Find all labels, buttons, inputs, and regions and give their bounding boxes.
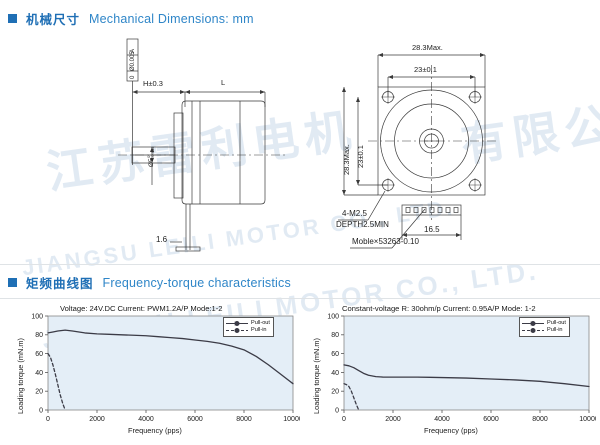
svg-text:0: 0 bbox=[46, 416, 50, 423]
section-title-cn-mechanical: 机械尺寸 bbox=[26, 13, 81, 27]
legend-label-pull-out: Pull-out bbox=[251, 320, 270, 326]
legend-line-solid bbox=[522, 321, 544, 326]
front-view-drawing: 28.3Max. 23±0.1 28.3Max. 23±0.1 4-M2.5 D… bbox=[330, 35, 595, 265]
chart-left-legend: Pull-out Pull-in bbox=[223, 317, 274, 337]
dim-bolt-vertical: 23±0.1 bbox=[356, 145, 365, 168]
note-connector-model: Moble×53263-0.10 bbox=[352, 237, 419, 246]
chart-left-ylabel: Loading torque (mN.m) bbox=[16, 338, 25, 414]
section-header-mechanical: 机械尺寸 Mechanical Dimensions: mm bbox=[8, 9, 254, 28]
svg-text:60: 60 bbox=[35, 351, 43, 358]
dim-connector-width: 16.5 bbox=[424, 225, 440, 234]
svg-text:6000: 6000 bbox=[187, 416, 203, 423]
note-thread-depth: DEPTH2.5MIN bbox=[336, 220, 389, 229]
section-title-en-mechanical: Mechanical Dimensions: mm bbox=[89, 11, 254, 26]
dim-h: H±0.3 bbox=[143, 79, 163, 88]
svg-text:4000: 4000 bbox=[434, 416, 450, 423]
chart-right-xlabel: Frequency (pps) bbox=[424, 426, 478, 435]
dim-flat-16: 1.6 bbox=[156, 235, 168, 244]
svg-text:6000: 6000 bbox=[483, 416, 499, 423]
chart-right-legend: Pull-out Pull-in bbox=[519, 317, 570, 337]
svg-text:60: 60 bbox=[331, 351, 339, 358]
bullet-icon-mechanical bbox=[8, 14, 17, 23]
svg-text:10000: 10000 bbox=[283, 416, 300, 423]
chart-left-xlabel: Frequency (pps) bbox=[128, 426, 182, 435]
svg-text:2000: 2000 bbox=[89, 416, 105, 423]
chart-left-title: Voltage: 24V.DC Current: PWM1.2A/P Mode:… bbox=[60, 304, 223, 313]
legend-row-pull-in: Pull-in bbox=[522, 327, 566, 334]
svg-text:8000: 8000 bbox=[532, 416, 548, 423]
section-header-frequency: 矩频曲线图 Frequency-torque characteristics bbox=[8, 273, 291, 292]
svg-text:40: 40 bbox=[331, 370, 339, 377]
tolerance-symbol: 0 bbox=[130, 75, 136, 79]
dim-bolt-horizontal: 23±0.1 bbox=[414, 65, 437, 74]
side-view-svg bbox=[118, 38, 285, 252]
chart-right-ylabel: Loading torque (mN.m) bbox=[312, 338, 321, 414]
legend-label-pull-in: Pull-in bbox=[251, 327, 267, 333]
legend-row-pull-out: Pull-out bbox=[226, 320, 270, 327]
svg-text:2000: 2000 bbox=[385, 416, 401, 423]
svg-text:4000: 4000 bbox=[138, 416, 154, 423]
front-view-svg bbox=[338, 53, 498, 249]
dim-outer-vertical: 28.3Max. bbox=[342, 144, 351, 175]
bullet-icon-frequency bbox=[8, 278, 17, 287]
chart-right: Constant-voltage R: 30ohm/p Current: 0.9… bbox=[304, 302, 599, 440]
chart-right-title: Constant-voltage R: 30ohm/p Current: 0.9… bbox=[342, 304, 536, 313]
svg-text:100: 100 bbox=[327, 313, 339, 320]
svg-text:0: 0 bbox=[39, 407, 43, 414]
svg-text:80: 80 bbox=[35, 332, 43, 339]
svg-text:20: 20 bbox=[331, 389, 339, 396]
svg-text:0: 0 bbox=[342, 416, 346, 423]
tolerance-value: Ø0.005 bbox=[130, 51, 136, 71]
dim-outer-horizontal: 28.3Max. bbox=[412, 43, 443, 52]
chart-left: Voltage: 24V.DC Current: PWM1.2A/P Mode:… bbox=[8, 302, 303, 440]
section-divider-bottom bbox=[0, 298, 600, 299]
shaft-diameter-label: Ø5 0 -0.012 bbox=[146, 146, 155, 167]
shaft-tol-lower: -0.012 bbox=[150, 146, 155, 158]
svg-text:80: 80 bbox=[331, 332, 339, 339]
svg-text:40: 40 bbox=[35, 370, 43, 377]
section-title-cn-frequency: 矩频曲线图 bbox=[26, 277, 94, 291]
legend-row-pull-in: Pull-in bbox=[226, 327, 270, 334]
legend-row-pull-out: Pull-out bbox=[522, 320, 566, 327]
legend-label-pull-in: Pull-in bbox=[547, 327, 563, 333]
note-thread-spec: 4-M2.5 bbox=[342, 209, 367, 218]
svg-text:10000: 10000 bbox=[579, 416, 596, 423]
svg-text:20: 20 bbox=[35, 389, 43, 396]
dim-l: L bbox=[221, 78, 226, 87]
svg-text:8000: 8000 bbox=[236, 416, 252, 423]
legend-line-dashed bbox=[522, 328, 544, 333]
svg-text:100: 100 bbox=[31, 313, 43, 320]
legend-line-dashed bbox=[226, 328, 248, 333]
legend-label-pull-out: Pull-out bbox=[547, 320, 566, 326]
section-title-en-frequency: Frequency-torque characteristics bbox=[102, 275, 291, 290]
legend-line-solid bbox=[226, 321, 248, 326]
shaft-dia-value: Ø5 bbox=[147, 158, 155, 167]
side-view-drawing: H±0.3 L 1.6 A Ø0.005 0 Ø5 0 -0.012 bbox=[110, 35, 310, 260]
section-divider-top bbox=[0, 264, 600, 265]
svg-text:0: 0 bbox=[335, 407, 339, 414]
